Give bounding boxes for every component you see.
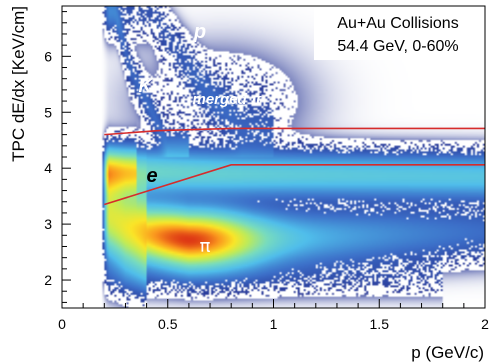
legend-background	[314, 8, 483, 60]
y-tick-label: 6	[44, 48, 52, 64]
legend-box: Au+Au Collisions 54.4 GeV, 0-60%	[314, 8, 483, 60]
cut-lines	[104, 127, 485, 206]
annotation-p: p	[193, 21, 206, 43]
y-axis-title: TPC dE/dx [KeV/cm]	[9, 6, 28, 162]
y-tick-label: 3	[44, 216, 52, 232]
y-tick-label: 5	[44, 104, 52, 120]
x-tick-label: 0	[58, 316, 66, 332]
x-tick-label: 1.5	[370, 316, 390, 332]
legend-line-2: 54.4 GeV, 0-60%	[337, 38, 458, 55]
x-tick-label: 1	[270, 316, 278, 332]
legend-line-1: Au+Au Collisions	[337, 15, 458, 32]
y-axis: 2 3 4 5 6	[44, 11, 71, 303]
y-tick-label: 4	[44, 160, 52, 176]
upper-cut-line	[104, 127, 485, 136]
annotation-k: K	[139, 76, 154, 96]
annotation-e: e	[146, 165, 157, 187]
y-tick-label: 2	[44, 272, 52, 288]
lower-cut-line	[104, 164, 485, 206]
x-tick-label: 0.5	[158, 316, 178, 332]
x-tick-label: 2	[481, 316, 489, 332]
annotation-merged-pi: merged π	[192, 91, 261, 108]
x-axis: 0 0.5 1 1.5 2	[58, 299, 489, 332]
annotation-pi: π	[200, 236, 211, 257]
x-axis-title: p (GeV/c)	[411, 343, 484, 362]
